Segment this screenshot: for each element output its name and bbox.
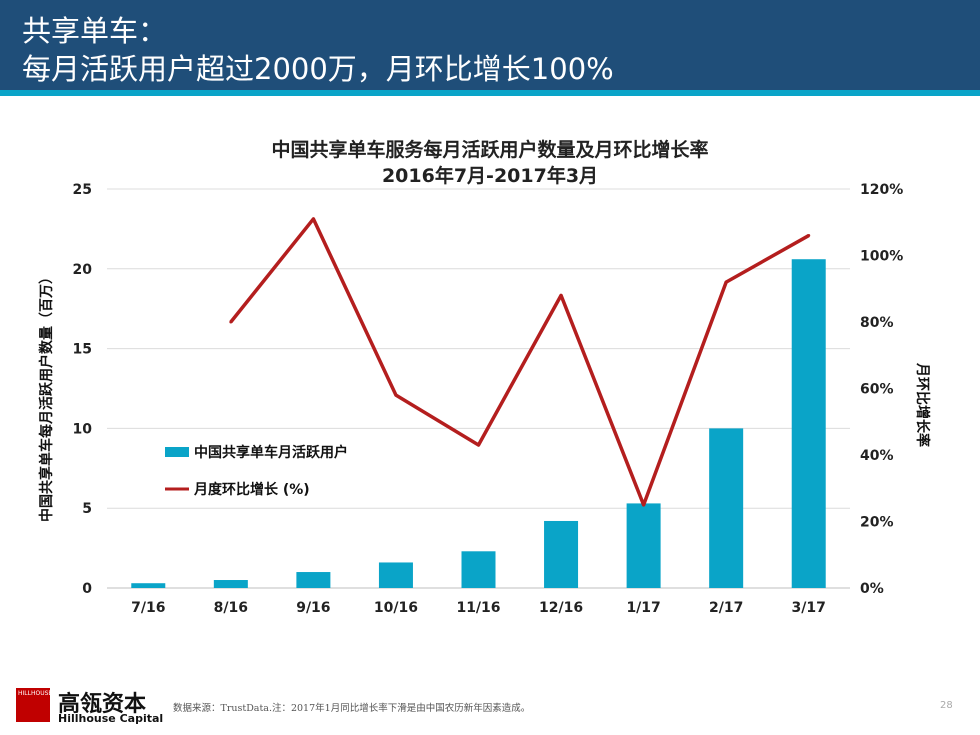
bar-11/16	[461, 551, 496, 588]
y-right-tick-label: 40%	[860, 448, 894, 464]
growth-rate-line	[229, 217, 810, 507]
y-left-tick-label: 15	[73, 342, 92, 358]
x-tick-label: 12/16	[539, 600, 583, 616]
x-tick-label: 9/16	[296, 600, 330, 616]
y-right-axis-title: 月环比增长率	[914, 362, 931, 447]
growth-point-3/17	[807, 234, 811, 238]
y-right-tick-label: 80%	[860, 315, 894, 331]
y-right-tick-label: 100%	[860, 249, 903, 265]
bar-2/17	[709, 428, 744, 588]
legend-line-label: 月度环比增长 (%)	[193, 481, 310, 498]
x-tick-label: 7/16	[131, 600, 165, 616]
brand-name-en: Hillhouse Capital	[58, 712, 164, 725]
source-note: 数据来源：TrustData.注：2017年1月同比增长率下滑是由中国农历新年因…	[173, 703, 531, 714]
y-right-tick-label: 60%	[860, 382, 894, 398]
x-tick-label: 11/16	[456, 600, 500, 616]
bar-1/17	[626, 503, 661, 588]
y-left-tick-label: 0	[82, 581, 92, 597]
bar-9/16	[296, 572, 331, 588]
y-left-tick-label: 5	[82, 501, 92, 517]
y-left-axis-title: 中国共享单车每月活跃用户数量（百万）	[38, 270, 55, 522]
x-tick-label: 3/17	[792, 600, 826, 616]
x-tick-label: 1/17	[626, 600, 660, 616]
header-accent-line	[0, 90, 980, 96]
bar-7/16	[131, 583, 166, 588]
chart-subtitle: 2016年7月-2017年3月	[381, 165, 599, 187]
x-tick-label: 8/16	[214, 600, 248, 616]
y-left-tick-label: 10	[73, 421, 93, 437]
legend-bar-label: 中国共享单车月活跃用户	[194, 444, 348, 461]
y-right-tick-label: 20%	[860, 515, 894, 531]
bar-8/16	[213, 580, 248, 588]
bar-10/16	[378, 562, 413, 588]
growth-point-11/16	[477, 443, 480, 447]
growth-point-10/16	[394, 393, 398, 397]
header-bar	[0, 0, 980, 90]
hillhouse-logo-icon: HILLHOUSE	[16, 688, 53, 722]
growth-point-8/16	[229, 320, 233, 324]
slide-subtitle: 每月活跃用户超过2000万，月环比增长100%	[22, 52, 614, 86]
slide-title: 共享单车：	[22, 14, 168, 48]
y-right-tick-label: 120%	[860, 182, 903, 198]
x-tick-label: 2/17	[709, 600, 743, 616]
bar-12/16	[544, 520, 579, 588]
x-tick-label: 10/16	[374, 600, 418, 616]
growth-point-1/17	[642, 503, 646, 507]
legend-bar-swatch	[165, 447, 189, 457]
growth-point-2/17	[724, 280, 728, 284]
y-right-tick-label: 0%	[860, 581, 884, 597]
chart-title: 中国共享单车服务每月活跃用户数量及月环比增长率	[271, 139, 709, 161]
bar-3/17	[791, 259, 826, 588]
page-number: 28	[940, 700, 953, 711]
y-left-tick-label: 25	[73, 182, 92, 198]
y-left-tick-label: 20	[73, 262, 93, 278]
growth-point-9/16	[311, 217, 315, 221]
logo-small-text: HILLHOUSE	[18, 690, 53, 697]
brand-name-cn: 高瓴资本	[58, 692, 147, 717]
growth-point-12/16	[559, 293, 563, 297]
